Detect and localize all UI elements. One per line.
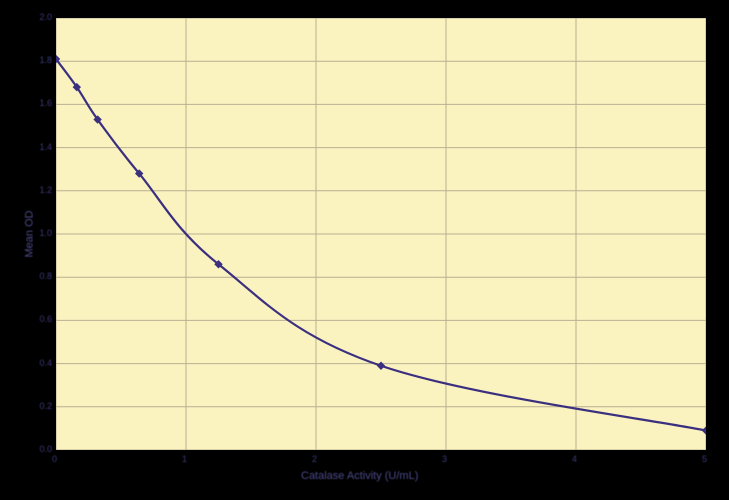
x-tick-label: 0 bbox=[52, 454, 57, 464]
y-tick-label: 0.8 bbox=[28, 271, 52, 281]
chart-container: Mean OD Catalase Activity (U/mL) 0.00.20… bbox=[0, 0, 729, 500]
y-tick-label: 0.2 bbox=[28, 401, 52, 411]
x-tick-label: 2 bbox=[312, 454, 317, 464]
y-tick-label: 1.8 bbox=[28, 55, 52, 65]
x-tick-label: 5 bbox=[702, 454, 707, 464]
x-tick-label: 4 bbox=[572, 454, 577, 464]
plot-svg bbox=[56, 18, 706, 450]
y-tick-label: 1.4 bbox=[28, 142, 52, 152]
x-axis-label: Catalase Activity (U/mL) bbox=[301, 470, 418, 482]
y-tick-label: 2.0 bbox=[28, 12, 52, 22]
y-tick-label: 1.0 bbox=[28, 228, 52, 238]
x-tick-label: 1 bbox=[182, 454, 187, 464]
x-tick-label: 3 bbox=[442, 454, 447, 464]
y-tick-label: 1.6 bbox=[28, 98, 52, 108]
y-tick-label: 0.0 bbox=[28, 444, 52, 454]
y-tick-label: 0.6 bbox=[28, 314, 52, 324]
y-tick-label: 1.2 bbox=[28, 185, 52, 195]
plot-area bbox=[56, 18, 706, 450]
y-tick-label: 0.4 bbox=[28, 358, 52, 368]
